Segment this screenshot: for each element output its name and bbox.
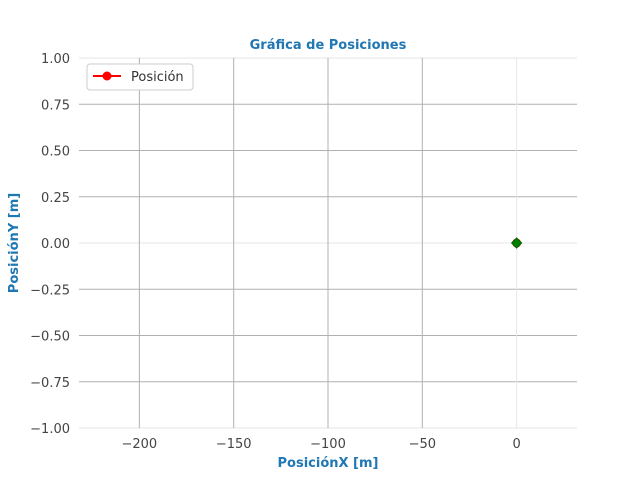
- y-tick-label: 0.75: [41, 98, 70, 113]
- y-ticks: 1.00 0.75 0.50 0.25 0.00 −0.25 −0.50 −0.75 −1.00: [30, 52, 70, 437]
- y-tick-label: 0.50: [41, 145, 70, 160]
- legend-label-posicion: Posición: [131, 70, 184, 85]
- legend: Posición: [86, 63, 194, 91]
- y-tick-label: 1.00: [41, 52, 70, 67]
- x-ticks: −200 −150 −100 −50 0: [122, 437, 521, 452]
- y-tick-label: 0.00: [41, 237, 70, 252]
- y-tick-label: −1.00: [30, 422, 70, 437]
- x-axis-label: PosiciónX [m]: [278, 456, 379, 471]
- x-tick-label: 0: [512, 437, 520, 452]
- y-tick-label: −0.25: [30, 283, 70, 298]
- y-axis-label: PosiciónY [m]: [7, 193, 22, 293]
- x-tick-label: −50: [409, 437, 436, 452]
- y-tick-label: 0.25: [41, 191, 70, 206]
- x-tick-label: −150: [216, 437, 252, 452]
- x-tick-label: −100: [310, 437, 346, 452]
- chart-title: Gráfica de Posiciones: [250, 38, 407, 53]
- y-tick-label: −0.75: [30, 376, 70, 391]
- legend-marker: [102, 71, 112, 81]
- y-tick-label: −0.50: [30, 330, 70, 345]
- grid: [79, 57, 577, 429]
- series: [510, 237, 523, 249]
- x-tick-label: −200: [122, 437, 158, 452]
- current-position-marker: [510, 237, 523, 249]
- legend-box: [86, 63, 194, 91]
